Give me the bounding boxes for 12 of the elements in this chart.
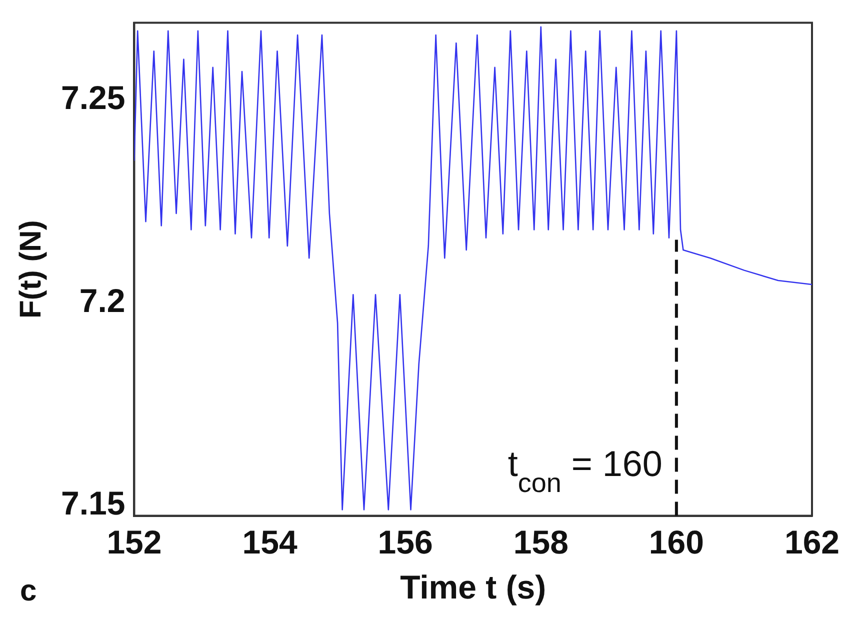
x-tick-label: 162 xyxy=(784,524,840,561)
x-tick-label: 154 xyxy=(242,524,298,561)
y-tick-label: 7.2 xyxy=(79,282,126,319)
x-tick-label: 160 xyxy=(648,524,704,561)
x-tick-label: 156 xyxy=(378,524,433,561)
x-tick-label: 158 xyxy=(513,524,568,561)
text: c xyxy=(20,574,37,608)
x-tick-label: 152 xyxy=(106,524,162,561)
y-tick-label: 7.15 xyxy=(60,484,126,522)
y-tick-label: 7.25 xyxy=(60,78,126,116)
y-axis-title: F(t) (N) xyxy=(14,220,48,318)
x-axis-title: Time t (s) xyxy=(400,568,546,606)
